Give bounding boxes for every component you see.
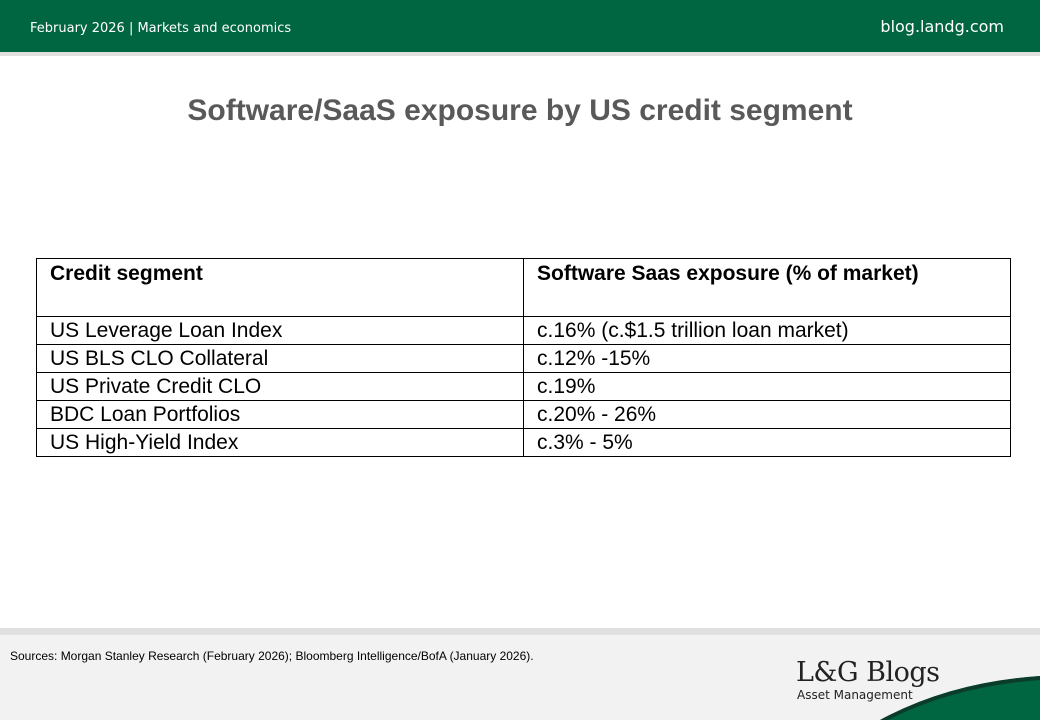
exposure-cell: c.19% xyxy=(523,372,1011,401)
site-link[interactable]: blog.landg.com xyxy=(880,17,1004,36)
segment-cell: US BLS CLO Collateral xyxy=(36,344,524,373)
table-row: US BLS CLO Collateral c.12% -15% xyxy=(36,344,1011,373)
table-row: US Private Credit CLO c.19% xyxy=(36,372,1011,401)
column-header: Credit segment xyxy=(36,258,524,317)
exposure-cell: c.16% (c.$1.5 trillion loan market) xyxy=(523,316,1011,345)
date-section-label: February 2026 | Markets and economics xyxy=(30,21,292,36)
segment-cell: US Leverage Loan Index xyxy=(36,316,524,345)
table-row: US Leverage Loan Index c.16% (c.$1.5 tril… xyxy=(36,316,1011,345)
column-header: Software Saas exposure (% of market) xyxy=(523,258,1011,317)
exposure-table: Credit segment Software Saas exposure (%… xyxy=(36,258,1011,457)
header-divider xyxy=(0,52,1040,56)
brand-logo: L&G Blogs xyxy=(796,657,940,688)
table-row: BDC Loan Portfolios c.20% - 26% xyxy=(36,400,1011,429)
swoosh-decoration-icon xyxy=(880,676,1040,720)
page-title: Software/SaaS exposure by US credit segm… xyxy=(187,94,853,127)
table-header-row: Credit segment Software Saas exposure (%… xyxy=(36,258,1011,317)
table-row: US High-Yield Index c.3% - 5% xyxy=(36,428,1011,457)
header-bar: February 2026 | Markets and economics bl… xyxy=(0,0,1040,52)
footer: Sources: Morgan Stanley Research (Februa… xyxy=(0,635,1040,720)
segment-cell: US High-Yield Index xyxy=(36,428,524,457)
brand-logo-subtitle: Asset Management xyxy=(797,688,913,702)
footer-divider xyxy=(0,628,1040,635)
exposure-cell: c.12% -15% xyxy=(523,344,1011,373)
exposure-cell: c.3% - 5% xyxy=(523,428,1011,457)
exposure-cell: c.20% - 26% xyxy=(523,400,1011,429)
sources-note: Sources: Morgan Stanley Research (Februa… xyxy=(10,649,534,663)
segment-cell: BDC Loan Portfolios xyxy=(36,400,524,429)
segment-cell: US Private Credit CLO xyxy=(36,372,524,401)
